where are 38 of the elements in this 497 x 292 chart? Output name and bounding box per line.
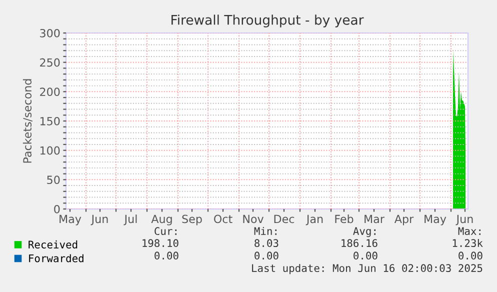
x-tick-label: Nov [243, 214, 264, 224]
y-axis-title: Packets/second [22, 79, 32, 163]
text: 0.00 [154, 252, 178, 260]
y-tick-label: 100 [40, 146, 60, 155]
text: Last update: Mon Jun 16 02:00:03 2025 [252, 264, 482, 274]
x-tick-label: Jun [90, 214, 108, 226]
x-tick-label: Mar [364, 214, 384, 224]
x-tick-label: Jan [306, 214, 323, 226]
text: Max: [458, 227, 480, 236]
x-tick-label: Oct [214, 214, 232, 224]
x-tick-label: May [424, 214, 446, 226]
text: 1.23k [452, 238, 483, 248]
y-tick-label: 300 [40, 28, 60, 38]
text: 0.00 [458, 252, 482, 260]
text: 0.00 [354, 252, 378, 260]
y-tick-label: 50 [47, 176, 60, 184]
chart-title: Firewall Throughput - by year [172, 14, 364, 28]
text: 0.00 [254, 252, 278, 260]
x-tick-label: May [60, 214, 82, 226]
legend-label: Forwarded [29, 254, 84, 262]
y-tick-label: 250 [40, 58, 60, 67]
x-tick-label: Apr [394, 214, 414, 226]
legend-label: Received [28, 240, 78, 248]
y-tick-label: 0 [54, 204, 60, 214]
text: Min: [254, 226, 276, 235]
y-tick-label: 200 [40, 88, 60, 96]
y-tick-label: 150 [40, 116, 60, 126]
x-tick-label: Jun [456, 214, 473, 226]
x-tick-label: Dec [274, 214, 294, 224]
x-tick-label: Jul [124, 214, 137, 226]
text: Cur: [154, 227, 176, 236]
text: 198.10 [142, 239, 178, 248]
text: Avg: [353, 227, 376, 238]
text: 186.16 [342, 239, 378, 248]
x-tick-label: Feb [335, 214, 354, 224]
text: 8.03 [254, 239, 278, 248]
x-tick-label: Aug [151, 214, 172, 226]
x-tick-label: Sep [182, 214, 202, 226]
